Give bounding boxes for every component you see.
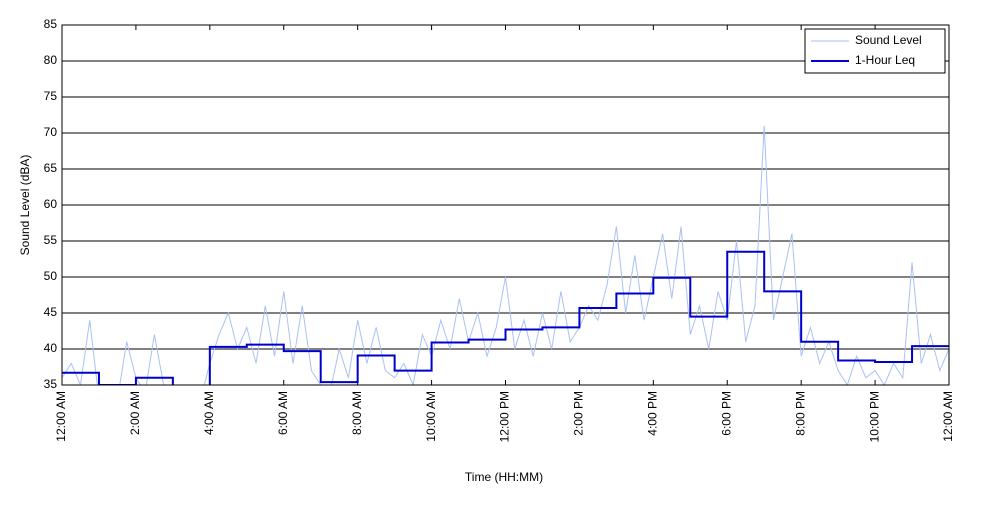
y-tick-label: 55 — [44, 233, 58, 247]
x-axis-label: Time (HH:MM) — [465, 470, 543, 484]
x-tick-label: 12:00 PM — [498, 391, 512, 442]
x-tick-label: 2:00 AM — [128, 391, 142, 435]
y-tick-label: 60 — [44, 197, 58, 211]
y-tick-label: 50 — [44, 269, 58, 283]
x-tick-label: 4:00 AM — [202, 391, 216, 435]
legend: Sound Level 1-Hour Leq — [804, 28, 946, 74]
plot-frame — [61, 24, 950, 386]
y-tick-label: 35 — [44, 377, 58, 391]
legend-box — [804, 28, 946, 74]
y-tick-label: 65 — [44, 161, 58, 175]
x-tick-label: 12:00 AM — [941, 391, 955, 442]
y-tick-label: 80 — [44, 53, 58, 67]
y-tick-label: 40 — [44, 341, 58, 355]
y-tick-label: 75 — [44, 89, 58, 103]
x-tick-label: 8:00 PM — [793, 391, 807, 436]
y-tick-label: 70 — [44, 125, 58, 139]
x-tick-label: 12:00 AM — [54, 391, 68, 442]
x-tick-label: 6:00 PM — [719, 391, 733, 436]
y-tick-label: 45 — [44, 305, 58, 319]
x-tick-label: 10:00 PM — [867, 391, 881, 442]
x-tick-label: 10:00 AM — [424, 391, 438, 442]
legend-label: Sound Level — [855, 33, 922, 47]
legend-label: 1-Hour Leq — [855, 53, 915, 67]
x-tick-label: 2:00 PM — [572, 391, 586, 436]
series-line — [62, 250, 949, 385]
y-tick-label: 85 — [44, 17, 58, 31]
series-group — [62, 125, 949, 385]
x-tick-label: 8:00 AM — [350, 391, 364, 435]
y-axis-label: Sound Level (dBA) — [18, 155, 32, 256]
x-tick-label: 4:00 PM — [646, 391, 660, 436]
x-tick-label: 6:00 AM — [276, 391, 290, 435]
